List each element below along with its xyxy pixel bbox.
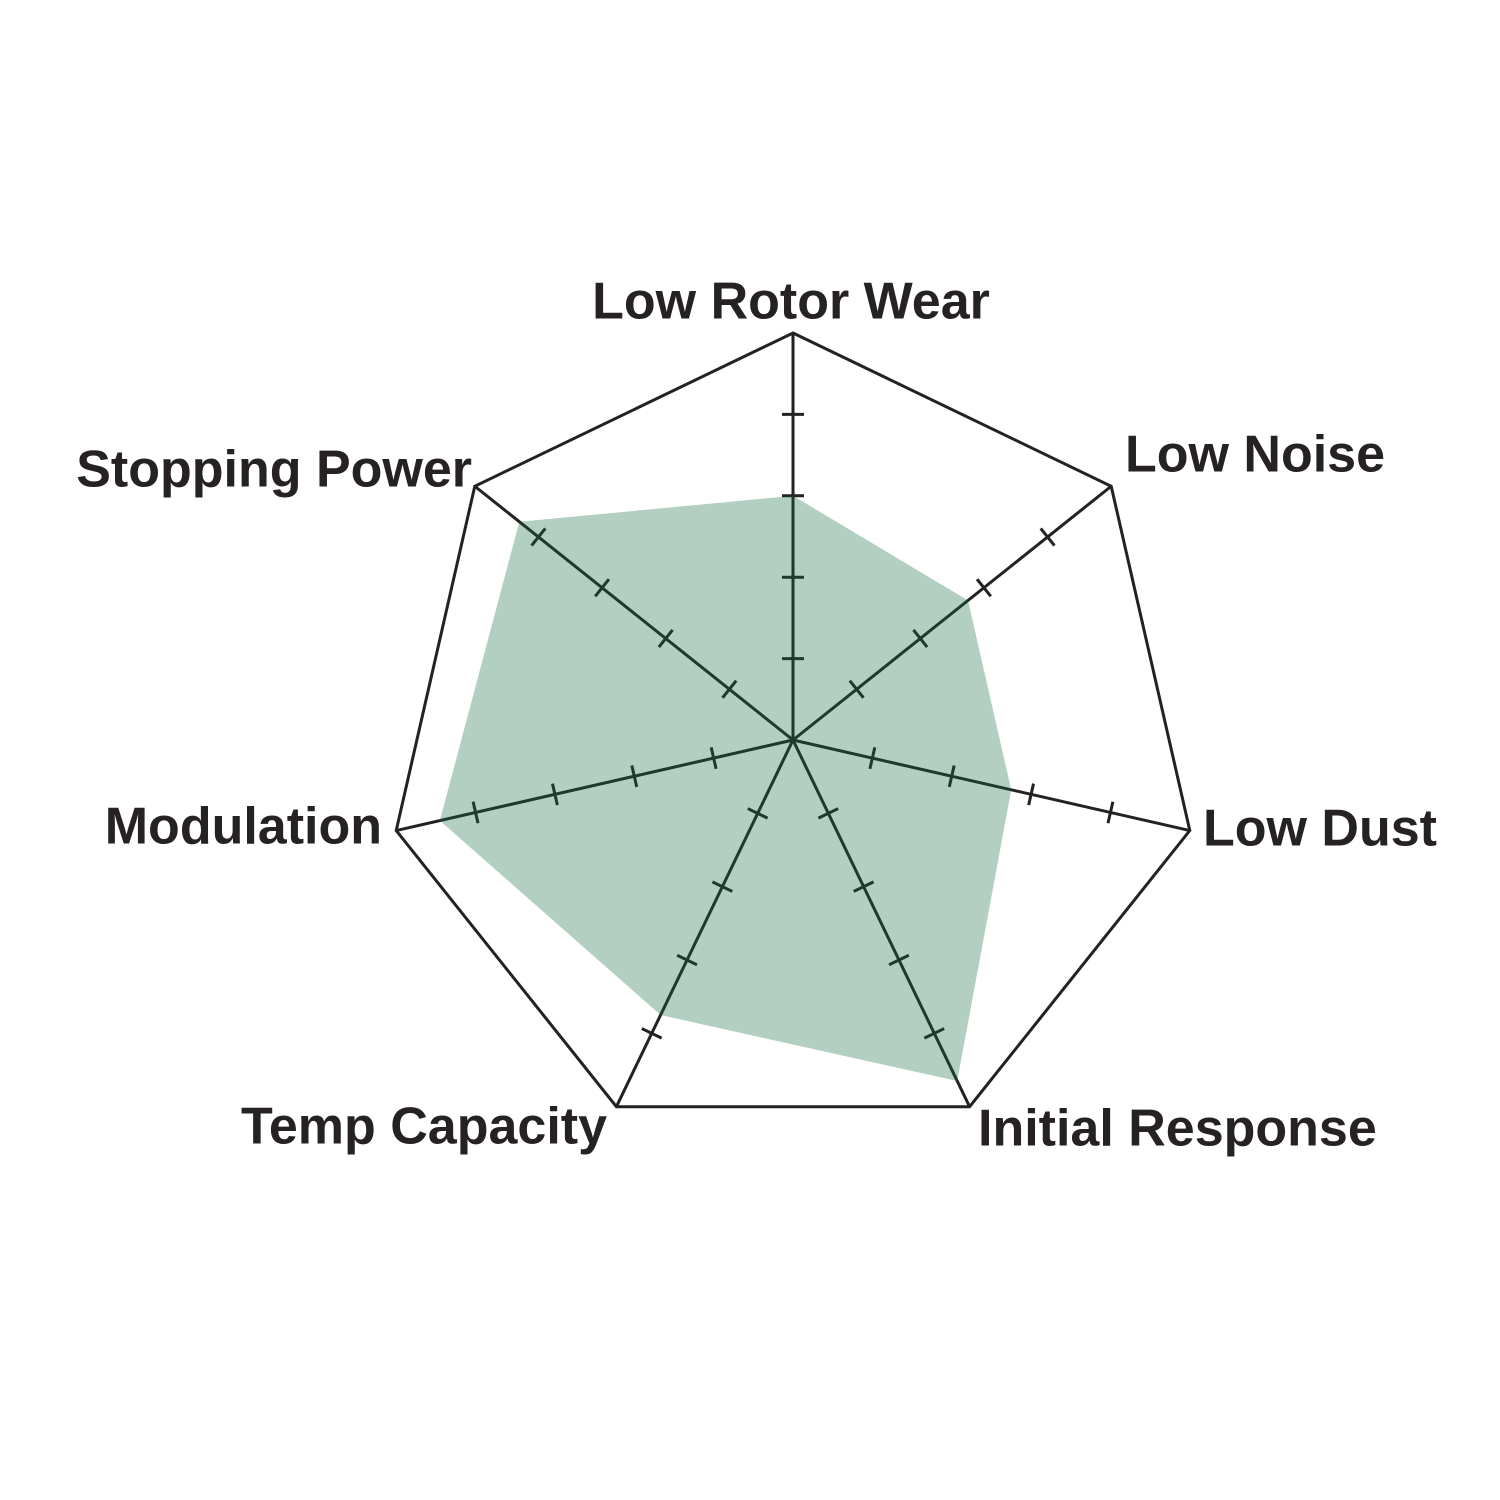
axis-tick	[817, 807, 839, 820]
axis-tick	[641, 1027, 663, 1040]
axis-tick	[1106, 801, 1115, 824]
axis-label-initial-response: Initial Response	[978, 1099, 1377, 1158]
radar-outline	[394, 331, 1192, 1109]
axis-tick	[551, 783, 559, 806]
axis-tick	[947, 765, 956, 788]
axis-tick	[711, 880, 733, 893]
axis-tick	[657, 628, 674, 649]
axis-tick	[709, 747, 718, 770]
axis-tick	[888, 953, 910, 967]
axis-tick	[923, 1027, 945, 1040]
axis-tick	[853, 880, 875, 893]
axis-tick	[676, 953, 698, 967]
axis-tick	[1039, 527, 1056, 547]
axis-tick	[848, 679, 865, 699]
axis-line	[615, 739, 795, 1108]
axis-line	[792, 485, 1113, 742]
axis-tick	[471, 801, 480, 824]
axis-line	[473, 485, 794, 742]
data-polygon	[439, 495, 1012, 1082]
axis-line	[792, 738, 1191, 833]
axis-tick	[721, 679, 738, 699]
axis-tick	[747, 807, 769, 820]
axis-tick	[975, 578, 992, 598]
radar-axes-and-ticks	[395, 333, 1191, 1108]
axis-label-low-noise: Low Noise	[1125, 425, 1386, 484]
axis-label-low-rotor-wear: Low Rotor Wear	[592, 272, 990, 331]
axis-tick	[594, 578, 611, 598]
axis-tick	[912, 628, 929, 649]
axis-tick	[530, 527, 547, 547]
axis-label-stopping-power: Stopping Power	[76, 440, 472, 499]
axis-tick	[868, 747, 877, 770]
axis-tick	[630, 765, 639, 788]
axis-label-temp-capacity: Temp Capacity	[240, 1097, 607, 1156]
axis-line	[791, 739, 971, 1108]
axis-line	[395, 738, 794, 833]
axis-tick	[1027, 783, 1035, 806]
axis-label-low-dust: Low Dust	[1203, 799, 1437, 858]
axis-label-modulation: Modulation	[104, 797, 382, 856]
